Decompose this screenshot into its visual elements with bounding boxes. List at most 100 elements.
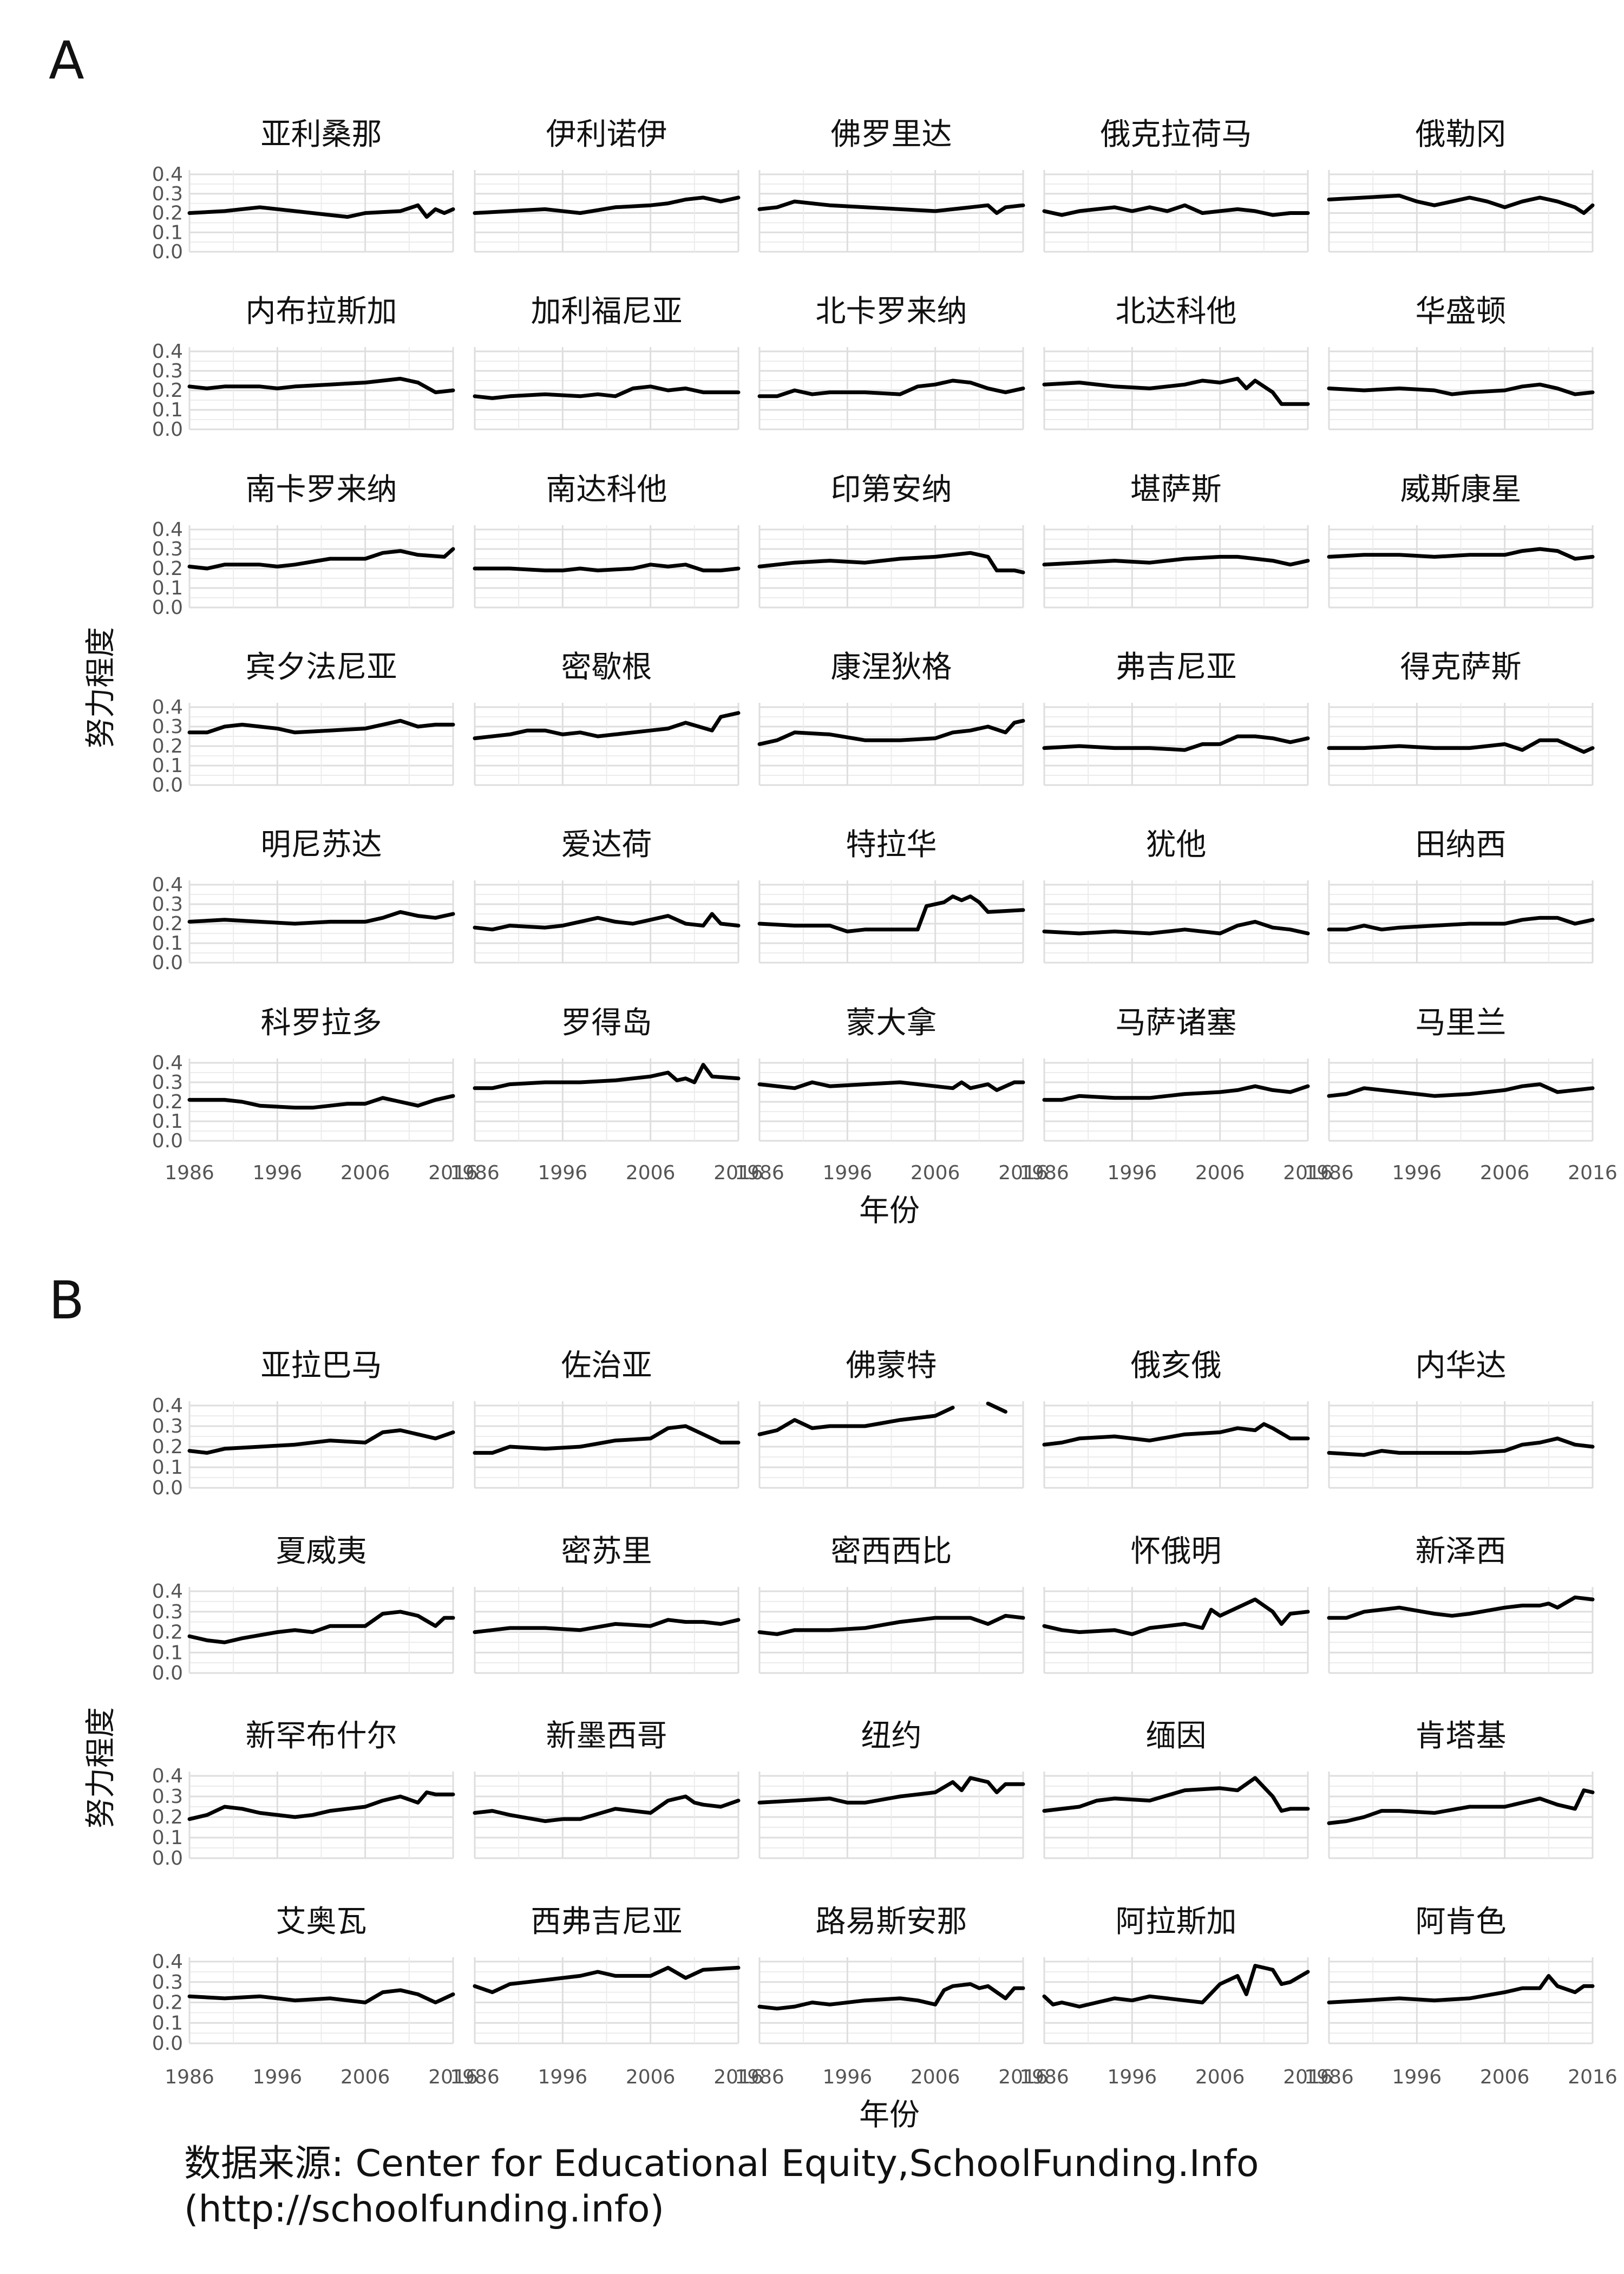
facet-title: 弗吉尼亚	[1116, 650, 1237, 685]
facet-新罕布什尔: 新罕布什尔 0.00.10.20.30.4	[152, 1718, 455, 1870]
x-tick-label: 1996	[823, 2066, 873, 2088]
series-line	[1042, 1776, 1310, 1813]
x-axis-label: 年份	[859, 2097, 920, 2133]
x-tick-label: 2006	[626, 2066, 676, 2088]
facet-title: 北卡罗来纳	[816, 294, 967, 329]
facet-得克萨斯: 得克萨斯	[1327, 650, 1595, 786]
y-tick-label: 0.0	[152, 1477, 183, 1499]
facet-马里兰: 马里兰 1986 1996 2006 2016	[1304, 1005, 1618, 1184]
series-line	[1327, 547, 1595, 561]
facet-明尼苏达: 明尼苏达 0.00.10.20.30.4	[152, 827, 455, 974]
facet-title: 夏威夷	[276, 1534, 367, 1569]
x-tick-label: 2016	[998, 1162, 1048, 1184]
facet-title: 缅因	[1146, 1718, 1207, 1754]
y-tick-label: 0.3	[152, 538, 183, 560]
y-tick-label: 0.3	[152, 183, 183, 205]
series-line	[187, 1428, 455, 1455]
y-tick-label: 0.4	[152, 1580, 183, 1603]
y-tick-label: 0.1	[152, 1827, 183, 1849]
facet-印第安纳: 印第安纳	[757, 472, 1025, 609]
facet-title: 阿拉斯加	[1116, 1904, 1237, 1939]
facet-堪萨斯: 堪萨斯	[1042, 472, 1310, 609]
x-tick-label: 2016	[998, 2066, 1048, 2088]
facet-南卡罗来纳: 南卡罗来纳 0.00.10.20.30.4	[152, 472, 455, 619]
facet-内华达: 内华达	[1327, 1348, 1595, 1489]
series-line	[1327, 738, 1595, 754]
facet-艾奥瓦: 艾奥瓦 0.00.10.20.30.4 1986 1996 2006 2016	[152, 1904, 478, 2088]
series-line	[473, 1965, 741, 1995]
y-tick-label: 0.4	[152, 1395, 183, 1417]
facet-俄克拉荷马: 俄克拉荷马	[1042, 117, 1310, 253]
series-line	[757, 199, 1025, 215]
facet-新泽西: 新泽西	[1327, 1534, 1595, 1674]
x-tick-label: 1996	[253, 1162, 303, 1184]
y-tick-label: 0.0	[152, 1662, 183, 1684]
facet-俄亥俄: 俄亥俄	[1042, 1348, 1310, 1489]
facet-纽约: 纽约	[757, 1718, 1025, 1859]
facet-title: 宾夕法尼亚	[246, 650, 397, 685]
facet-夏威夷: 夏威夷 0.00.10.20.30.4	[152, 1534, 455, 1684]
facet-title: 伊利诺伊	[546, 117, 667, 152]
facet-康涅狄格: 康涅狄格	[757, 650, 1025, 786]
y-tick-label: 0.0	[152, 1130, 183, 1152]
x-tick-label: 1996	[1392, 2066, 1442, 2088]
x-tick-label: 1986	[735, 1162, 784, 1184]
facet-title: 得克萨斯	[1400, 650, 1522, 685]
facet-title: 路易斯安那	[816, 1904, 967, 1939]
facet-罗得岛: 罗得岛 1986 1996 2006 2016	[450, 1005, 763, 1184]
x-tick-label: 1986	[1019, 2066, 1069, 2088]
x-tick-label: 2006	[1195, 2066, 1245, 2088]
x-tick-label: 1986	[165, 2066, 214, 2088]
series-line	[1042, 919, 1310, 936]
series-line	[473, 384, 741, 400]
y-axis-label: 努力程度	[83, 627, 119, 748]
facet-阿肯色: 阿肯色 1986 1996 2006 2016	[1304, 1904, 1618, 2088]
series-line	[1042, 1964, 1310, 2009]
x-tick-label: 2016	[428, 1162, 478, 1184]
facet-title: 新墨西哥	[546, 1718, 667, 1754]
facet-title: 内华达	[1416, 1348, 1507, 1383]
facet-title: 特拉华	[846, 827, 937, 862]
y-tick-label: 0.3	[152, 1071, 183, 1094]
x-tick-label: 2006	[340, 2066, 390, 2088]
facet-title: 肯塔基	[1416, 1718, 1507, 1754]
facet-title: 俄勒冈	[1416, 117, 1507, 152]
y-tick-label: 0.4	[152, 874, 183, 896]
facet-北卡罗来纳: 北卡罗来纳	[757, 294, 1025, 430]
facet-title: 康涅狄格	[831, 650, 952, 685]
facet-title: 密苏里	[561, 1534, 652, 1569]
facet-title: 印第安纳	[831, 472, 952, 507]
y-tick-label: 0.2	[152, 380, 183, 402]
y-tick-label: 0.3	[152, 1971, 183, 1994]
series-line	[1042, 203, 1310, 217]
facet-title: 佛蒙特	[846, 1348, 937, 1383]
facet-title: 内布拉斯加	[246, 294, 397, 329]
facet-路易斯安那: 路易斯安那 1986 1996 2006 2016	[735, 1904, 1048, 2088]
y-tick-label: 0.4	[152, 1765, 183, 1787]
y-tick-label: 0.1	[152, 755, 183, 777]
y-tick-label: 0.0	[152, 597, 183, 619]
facet-title: 北达科他	[1116, 294, 1237, 329]
x-tick-label: 1986	[735, 2066, 784, 2088]
series-line	[473, 711, 741, 741]
facet-title: 阿肯色	[1416, 1904, 1507, 1939]
series-line	[1327, 1082, 1595, 1098]
series-line	[1042, 376, 1310, 406]
series-line	[473, 1794, 741, 1824]
facet-爱达荷: 爱达荷	[473, 827, 741, 964]
facet-威斯康星: 威斯康星	[1327, 472, 1595, 609]
facet-title: 俄克拉荷马	[1101, 117, 1252, 152]
data-source-note: 数据来源: Center for Educational Equity,Scho…	[184, 2141, 1537, 2232]
series-line	[473, 1618, 741, 1634]
facet-宾夕法尼亚: 宾夕法尼亚 0.00.10.20.30.4	[152, 650, 455, 796]
facet-title: 科罗拉多	[261, 1005, 382, 1041]
series-line	[187, 547, 455, 571]
y-tick-label: 0.0	[152, 419, 183, 441]
facet-俄勒冈: 俄勒冈	[1327, 117, 1595, 253]
facet-怀俄明: 怀俄明	[1042, 1534, 1310, 1674]
y-tick-label: 0.0	[152, 2033, 183, 2055]
facet-title: 爱达荷	[561, 827, 652, 862]
x-tick-label: 1986	[165, 1162, 214, 1184]
facet-亚拉巴马: 亚拉巴马 0.00.10.20.30.4	[152, 1348, 455, 1499]
